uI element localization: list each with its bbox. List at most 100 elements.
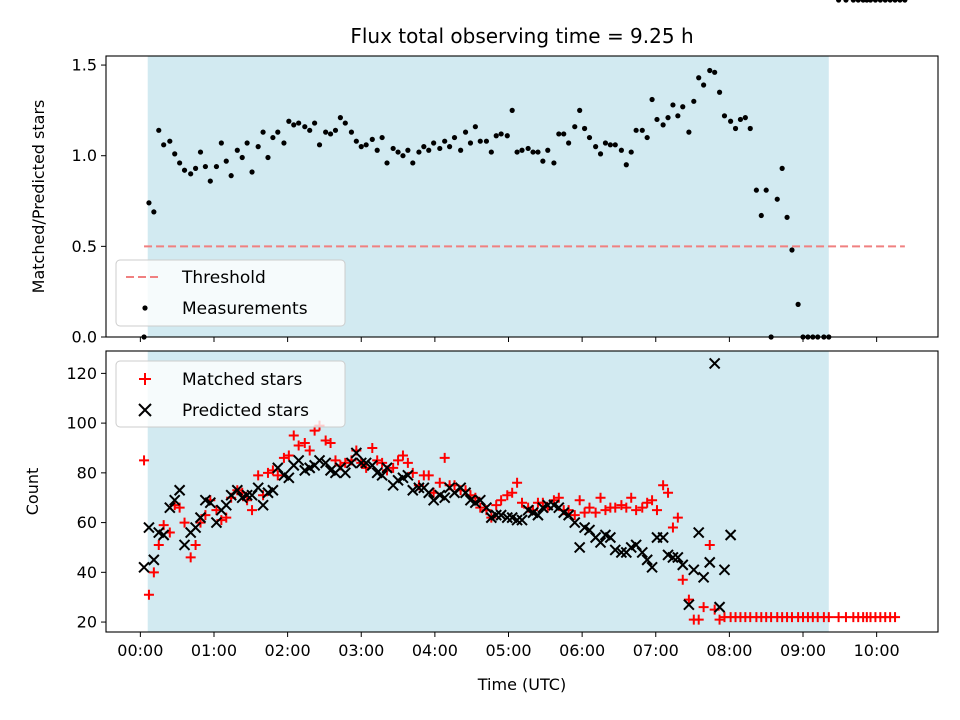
- data-point: [670, 102, 676, 108]
- data-point: [779, 165, 785, 171]
- data-point: [683, 594, 694, 605]
- data-point: [561, 131, 567, 137]
- data-point: [421, 144, 427, 150]
- data-point: [867, 0, 874, 3]
- data-point: [488, 149, 494, 155]
- data-point: [763, 187, 769, 193]
- data-point: [637, 502, 648, 513]
- data-point: [504, 133, 510, 139]
- data-point: [472, 124, 478, 130]
- data-point: [732, 125, 739, 132]
- y-tick-label: 100: [66, 414, 97, 433]
- data-point: [400, 153, 406, 159]
- data-point: [877, 0, 883, 3]
- data-point: [712, 69, 718, 75]
- data-point: [426, 147, 432, 153]
- data-point: [231, 484, 244, 496]
- data-point: [148, 567, 159, 578]
- data-point: [363, 142, 369, 148]
- ratio-legend: Threshold Measurements: [115, 259, 346, 327]
- data-point: [855, 0, 861, 3]
- data-point: [393, 455, 404, 466]
- data-point: [747, 125, 753, 132]
- data-point: [213, 163, 220, 170]
- x-tick-label: 09:00: [780, 641, 826, 660]
- data-point: [439, 452, 450, 463]
- data-point: [172, 151, 178, 157]
- data-point: [639, 127, 645, 133]
- y-tick-label: 20: [77, 613, 97, 632]
- data-point: [395, 149, 401, 155]
- data-point: [355, 457, 367, 469]
- data-point: [434, 477, 445, 488]
- legend-measurements-label: Measurements: [182, 299, 308, 319]
- data-point: [758, 212, 764, 219]
- data-point: [188, 171, 194, 177]
- data-point: [316, 142, 323, 148]
- count-x-ticks: 00:00 01:00 02:00 03:00 04:00 05:00 06:00 07:00…: [117, 632, 900, 660]
- x-tick-label: 06:00: [559, 641, 605, 660]
- data-point: [718, 564, 731, 576]
- data-point: [646, 561, 658, 574]
- data-point: [657, 531, 669, 544]
- data-point: [210, 516, 223, 529]
- legend-measurements-swatch: [142, 305, 148, 311]
- data-point: [623, 162, 629, 168]
- data-point: [197, 149, 204, 155]
- data-point: [207, 178, 213, 184]
- legend-predicted-label: Predicted stars: [182, 401, 309, 421]
- data-point: [688, 564, 700, 576]
- data-point: [677, 574, 688, 585]
- data-point: [683, 598, 695, 611]
- data-point: [293, 440, 304, 451]
- data-point: [572, 124, 578, 130]
- data-point: [660, 122, 666, 128]
- data-point: [223, 158, 229, 164]
- data-point: [312, 120, 318, 126]
- data-point: [272, 470, 283, 481]
- data-point: [390, 145, 396, 152]
- data-point: [353, 138, 359, 144]
- data-point: [836, 0, 842, 3]
- count-points: [139, 358, 901, 625]
- data-point: [612, 142, 618, 148]
- data-point: [654, 116, 660, 123]
- data-point: [716, 89, 723, 95]
- data-point: [477, 138, 483, 144]
- data-point: [458, 147, 464, 153]
- data-point: [498, 131, 504, 137]
- data-point: [143, 521, 155, 534]
- data-point: [379, 134, 385, 141]
- legend-box: [115, 259, 346, 327]
- data-point: [292, 454, 305, 467]
- data-point: [173, 484, 186, 496]
- x-axis-label: Time (UTC): [477, 675, 566, 694]
- data-point: [181, 167, 188, 173]
- data-point: [185, 552, 196, 563]
- data-point: [437, 145, 443, 152]
- legend-matched-label: Matched stars: [182, 370, 302, 390]
- data-point: [397, 450, 408, 461]
- data-point: [189, 521, 202, 534]
- data-point: [574, 495, 585, 506]
- data-point: [615, 546, 628, 559]
- data-point: [241, 489, 253, 501]
- data-point: [823, 612, 834, 623]
- data-point: [402, 469, 414, 482]
- data-point: [204, 496, 217, 509]
- legend-predicted-swatch: [138, 403, 152, 417]
- data-point: [156, 127, 162, 133]
- y-tick-label: 1.0: [72, 146, 97, 165]
- data-point: [490, 509, 502, 521]
- data-point: [327, 131, 334, 137]
- data-point: [255, 144, 261, 150]
- count-plot-frame: [105, 350, 939, 633]
- data-point: [247, 505, 258, 516]
- x-tick-label: 04:00: [412, 641, 458, 660]
- data-point: [358, 144, 364, 150]
- data-point: [597, 151, 604, 157]
- data-point: [577, 107, 583, 113]
- data-point: [286, 118, 292, 124]
- x-tick-label: 10:00: [854, 641, 900, 660]
- data-point: [677, 559, 689, 571]
